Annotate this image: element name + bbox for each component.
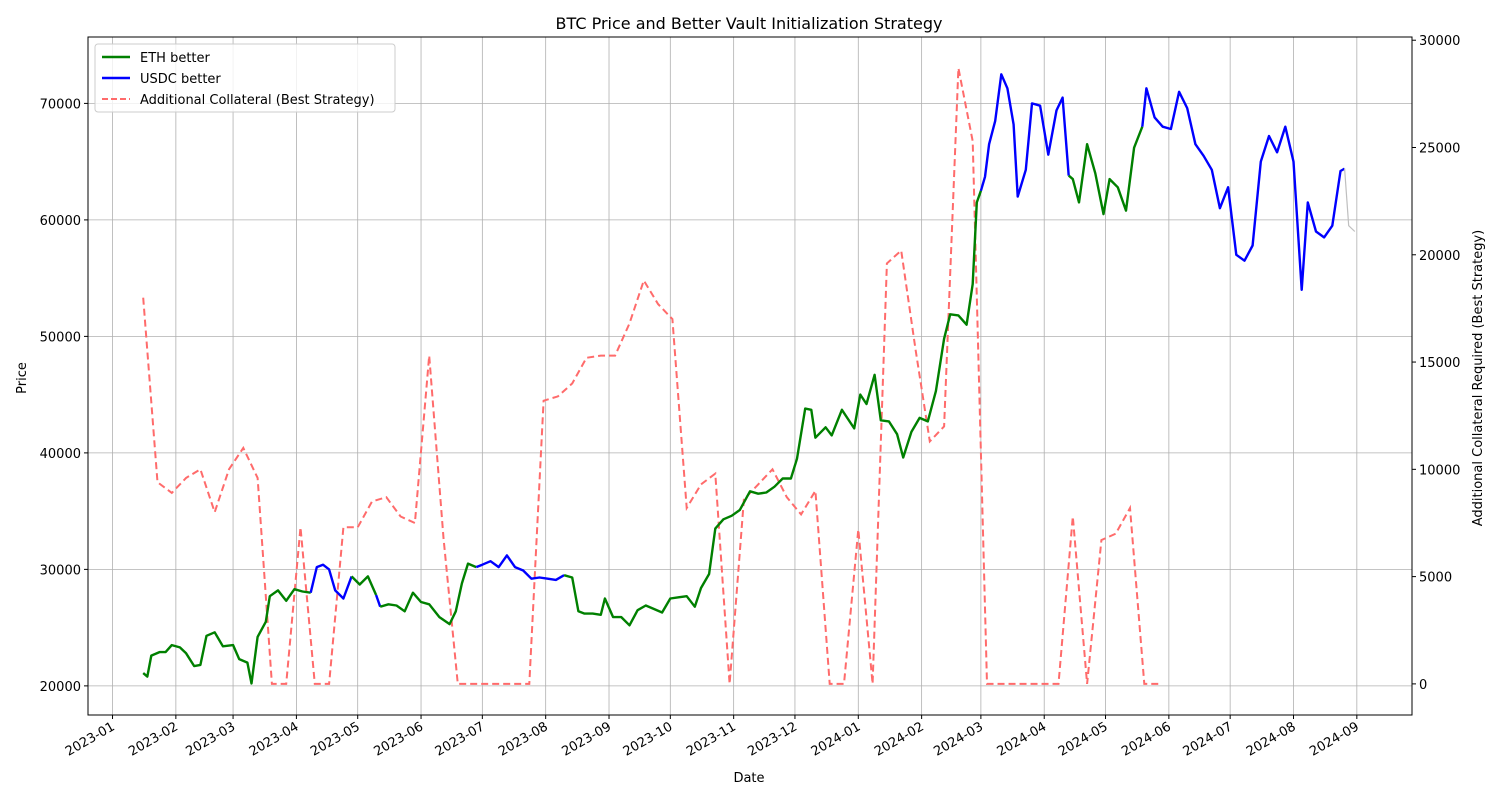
x-tick-label: 2024-08 [1244,719,1299,759]
x-tick-label: 2024-02 [872,719,927,759]
x-tick-label: 2023-12 [745,719,800,759]
y-axis-label: Price [15,362,30,394]
legend-label-usdc: USDC better [140,72,221,87]
x-tick-label: 2024-09 [1307,719,1362,759]
y-tick-label: 20000 [40,680,81,695]
x-tick-label: 2024-07 [1181,719,1236,759]
x-tick-label: 2023-08 [496,719,551,759]
x-tick-label: 2024-04 [995,719,1050,759]
price-segment-usdc [374,594,382,608]
y-tick-label: 70000 [40,97,81,112]
y-tick-label: 60000 [40,214,81,229]
price-segment-eth [563,190,983,627]
legend-label-collateral: Additional Collateral (Best Strategy) [140,93,375,108]
y2-tick-label: 0 [1419,678,1427,693]
x-tick-label: 2024-05 [1056,719,1111,759]
legend: ETH better USDC better Additional Collater… [94,43,396,113]
price-segment-eth [379,562,477,626]
x-tick-label: 2023-01 [63,719,118,759]
price-segment-usdc [1141,87,1346,291]
x-tick-label: 2023-09 [559,719,614,759]
x-tick-label: 2024-06 [1119,719,1174,759]
y-axis-right: 0 5000 10000 15000 20000 25000 30000 [1412,34,1460,693]
y2-tick-label: 15000 [1419,356,1460,371]
collateral-line [142,67,1159,685]
x-tick-label: 2023-11 [684,719,739,759]
x-tick-label: 2023-02 [126,719,181,759]
collateral-series [142,67,1159,685]
x-tick-label: 2024-03 [931,719,986,759]
plot-frame [87,36,1413,716]
x-tick-label: 2023-05 [308,719,363,759]
x-tick-label: 2023-10 [621,719,676,759]
y2-tick-label: 30000 [1419,34,1460,49]
price-segment-usdc [475,554,565,582]
y-tick-label: 50000 [40,330,81,345]
x-axis-label: Date [733,771,764,786]
y2-tick-label: 10000 [1419,463,1460,478]
price-segment-eth [1067,126,1144,216]
x-tick-label: 2023-03 [184,719,239,759]
legend-label-eth: ETH better [140,51,211,66]
x-tick-label: 2023-04 [247,719,302,759]
price-segment-usdc [309,563,353,600]
x-tick-label: 2023-07 [433,719,488,759]
chart-title: BTC Price and Better Vault Initializatio… [556,14,943,33]
price-segment-unassigned [1344,168,1356,232]
btc-price-series [142,73,1356,685]
x-tick-label: 2023-06 [371,719,426,759]
price-segment-eth [142,588,311,685]
grid-lines [88,37,1412,715]
y-tick-label: 30000 [40,563,81,578]
y2-tick-label: 25000 [1419,141,1460,156]
y-tick-label: 40000 [40,447,81,462]
price-segment-eth [350,575,378,596]
y2-tick-label: 20000 [1419,249,1460,264]
price-segment-usdc [979,73,1070,198]
y2-axis-label: Additional Collateral Required (Best Str… [1471,230,1486,527]
y-axis-left: 20000 30000 40000 50000 60000 70000 [40,97,88,695]
x-axis: 2023-01 2023-02 2023-03 2023-04 2023-05 2023-… [63,715,1362,760]
y2-tick-label: 5000 [1419,571,1452,586]
x-tick-label: 2024-01 [809,719,864,759]
